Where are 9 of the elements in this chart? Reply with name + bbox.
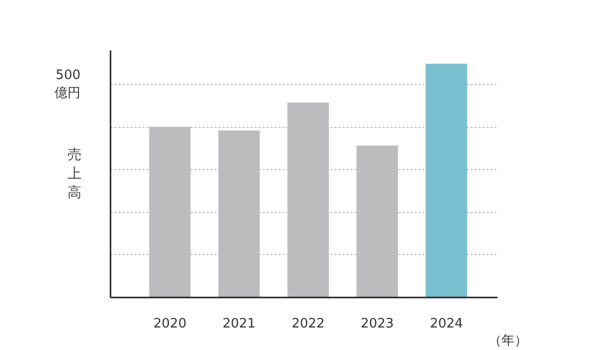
x-tick-label: 2022 [292, 316, 325, 332]
x-tick-label: 2021 [222, 316, 256, 332]
x-tick-label: 2020 [153, 316, 186, 332]
y-tick-label: 500 億円 [54, 68, 81, 102]
text: （年） [488, 334, 528, 348]
x-tick-label: 2024 [430, 316, 463, 332]
x-tick-label: 2023 [360, 316, 394, 332]
bar [426, 64, 468, 298]
y-axis-title: 売上高 [68, 146, 82, 202]
